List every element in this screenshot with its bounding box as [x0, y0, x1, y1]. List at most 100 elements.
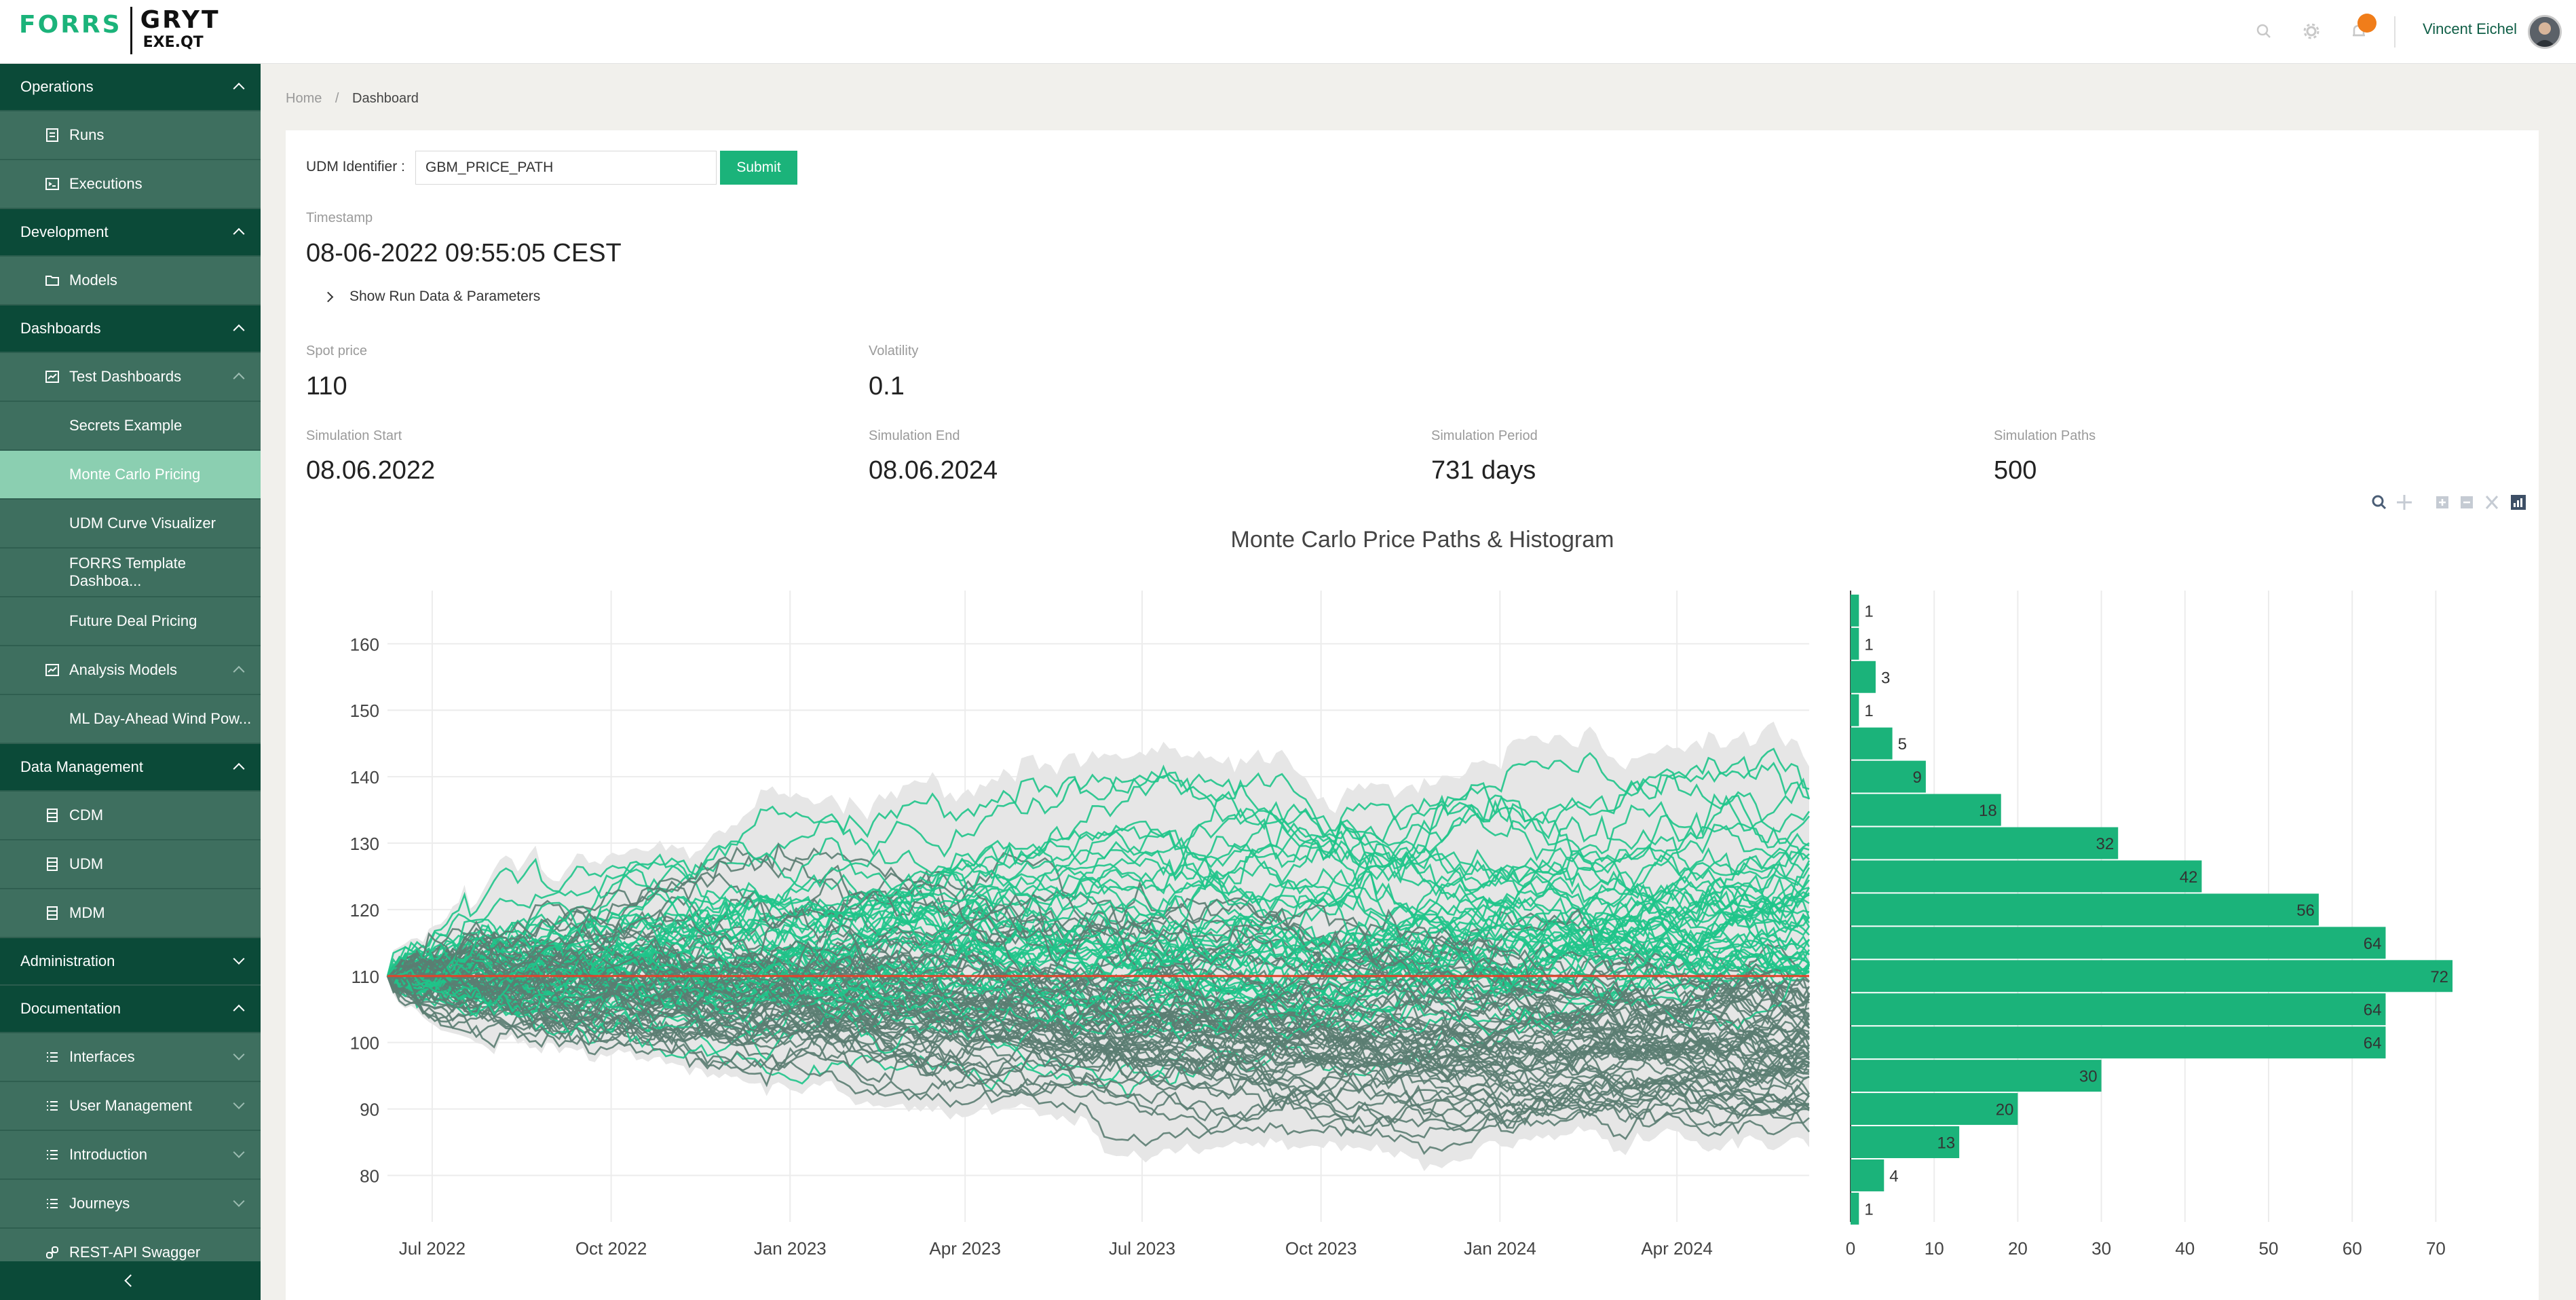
sidebar-item-user-management[interactable]: User Management: [0, 1082, 261, 1131]
histogram-bar: [1851, 827, 2119, 859]
sidebar-item-label: MDM: [69, 904, 105, 921]
breadcrumb: Home / Dashboard: [286, 91, 419, 107]
histogram-bar-label: 1: [1864, 635, 1873, 654]
simulated-path-line: [387, 825, 1810, 980]
simulated-path-line: [387, 897, 1810, 1066]
simulated-path-line: [387, 882, 1810, 1009]
sidebar-item-udm-curve-visualizer[interactable]: UDM Curve Visualizer: [0, 500, 261, 549]
sidebar-item-runs[interactable]: Runs: [0, 111, 261, 160]
sidebar-group-operations[interactable]: Operations: [0, 64, 261, 111]
sidebar-item-label: FORRS Template Dashboa...: [69, 555, 186, 589]
chart-icon: [45, 371, 59, 383]
sidebar-item-forrs-template-dashboa[interactable]: FORRS Template Dashboa...: [0, 549, 261, 597]
paths-x-tick-label: Oct 2023: [1285, 1238, 1357, 1259]
sidebar-item-cdm[interactable]: CDM: [0, 792, 261, 840]
zoom-in-icon[interactable]: [2436, 496, 2448, 508]
sidebar-item-label: Monte Carlo Pricing: [69, 466, 201, 483]
simulated-path-line: [387, 963, 1810, 1043]
sidebar-item-label: Documentation: [20, 1000, 121, 1017]
pan-icon[interactable]: [2397, 495, 2412, 510]
simulation-start-value: 08.06.2022: [306, 456, 436, 485]
chevron-up-icon: [233, 762, 245, 775]
histogram-bar: [1851, 1060, 2102, 1092]
database-icon: [47, 809, 58, 822]
zoom-icon[interactable]: [2372, 495, 2387, 510]
sidebar-item-future-deal-pricing[interactable]: Future Deal Pricing: [0, 597, 261, 646]
volatility-value: 0.1: [869, 372, 905, 401]
monte-carlo-chart: Monte Carlo Price Paths & Histogram Jul …: [350, 527, 2453, 1259]
sidebar-item-journeys[interactable]: Journeys: [0, 1180, 261, 1229]
sidebar-group-dashboards[interactable]: Dashboards: [0, 305, 261, 353]
breadcrumb-home[interactable]: Home: [286, 91, 322, 106]
chevron-down-icon: [233, 1048, 245, 1060]
histogram-bar: [1851, 794, 2001, 826]
logo-gryt-text: GRYT: [140, 6, 221, 34]
simulated-path-line: [387, 940, 1811, 1133]
show-run-data-toggle[interactable]: Show Run Data & Parameters: [322, 289, 540, 305]
sidebar-item-label: Administration: [20, 952, 115, 969]
sidebar-item-mdm[interactable]: MDM: [0, 889, 261, 938]
sidebar-item-models[interactable]: Models: [0, 257, 261, 305]
sidebar-collapse-button[interactable]: [0, 1261, 261, 1300]
sidebar-item-label: Executions: [69, 175, 143, 192]
chart-icon: [45, 664, 59, 676]
simulation-end-value: 08.06.2024: [869, 456, 998, 485]
sidebar-item-label: Analysis Models: [69, 661, 177, 678]
sidebar-group-data-management[interactable]: Data Management: [0, 744, 261, 792]
simulated-paths: [386, 747, 1811, 1155]
sidebar-item-secrets-example[interactable]: Secrets Example: [0, 402, 261, 451]
sidebar-item-analysis-models[interactable]: Analysis Models: [0, 646, 261, 695]
paths-x-tick-label: Apr 2023: [929, 1238, 1001, 1259]
simulated-path-line: [387, 791, 1811, 989]
document-icon: [46, 128, 58, 142]
sidebar-item-label: Models: [69, 272, 117, 289]
app-logo[interactable]: FORRS GRYT EXE.QT: [19, 7, 221, 57]
simulation-start-label: Simulation Start: [306, 428, 402, 443]
avatar[interactable]: [2528, 15, 2562, 49]
simulated-path-line: [386, 747, 1810, 977]
sidebar-item-label: Data Management: [20, 758, 143, 775]
simulated-path-line: [387, 815, 1811, 1023]
histogram-bar-label: 5: [1898, 735, 1907, 754]
sidebar-item-udm[interactable]: UDM: [0, 840, 261, 889]
plotly-logo-icon[interactable]: [2511, 495, 2526, 510]
simulated-path-line: [386, 926, 1810, 1059]
udm-identifier-input[interactable]: [415, 151, 717, 185]
sidebar-group-administration[interactable]: Administration: [0, 938, 261, 986]
simulated-path-line: [387, 908, 1811, 1098]
zoom-out-icon[interactable]: [2461, 496, 2473, 508]
histogram-bar: [1851, 1126, 1960, 1158]
sidebar-item-ml-day-ahead-wind-pow[interactable]: ML Day-Ahead Wind Pow...: [0, 695, 261, 744]
histogram-bar-label: 42: [2180, 868, 2198, 887]
histogram-bar-label: 30: [2079, 1068, 2098, 1086]
histogram-bar: [1851, 627, 1859, 660]
histogram-bar-label: 72: [2430, 968, 2448, 986]
sidebar-group-documentation[interactable]: Documentation: [0, 986, 261, 1033]
chevron-down-icon: [233, 1097, 245, 1109]
histogram-bar-label: 64: [2364, 1035, 2382, 1053]
notification-badge[interactable]: [2357, 14, 2376, 33]
histogram-bar-label: 13: [1937, 1134, 1955, 1153]
simulated-path-line: [387, 948, 1810, 1041]
sidebar-item-test-dashboards[interactable]: Test Dashboards: [0, 353, 261, 402]
list-icon: [47, 1199, 58, 1208]
submit-button[interactable]: Submit: [720, 151, 797, 185]
sidebar-item-monte-carlo-pricing[interactable]: Monte Carlo Pricing: [0, 451, 261, 500]
sidebar-item-interfaces[interactable]: Interfaces: [0, 1033, 261, 1082]
gear-icon[interactable]: [2300, 20, 2322, 42]
sidebar-group-development[interactable]: Development: [0, 209, 261, 257]
sidebar-item-executions[interactable]: Executions: [0, 160, 261, 209]
sidebar-item-label: Introduction: [69, 1146, 147, 1163]
simulated-path-line: [386, 779, 1810, 977]
autoscale-icon[interactable]: [2485, 496, 2499, 509]
search-icon[interactable]: [2253, 20, 2275, 42]
user-name[interactable]: Vincent Eichel: [2423, 20, 2518, 37]
chevron-up-icon: [233, 372, 245, 384]
histogram-x-tick-label: 10: [1925, 1238, 1944, 1259]
folder-icon: [45, 276, 59, 286]
simulated-path-line: [387, 975, 1810, 1113]
sidebar: Operations Runs Executions Development Model…: [0, 64, 261, 1300]
logo-divider: [130, 7, 132, 54]
sidebar-item-introduction[interactable]: Introduction: [0, 1131, 261, 1180]
simulated-path-line: [387, 918, 1810, 1052]
